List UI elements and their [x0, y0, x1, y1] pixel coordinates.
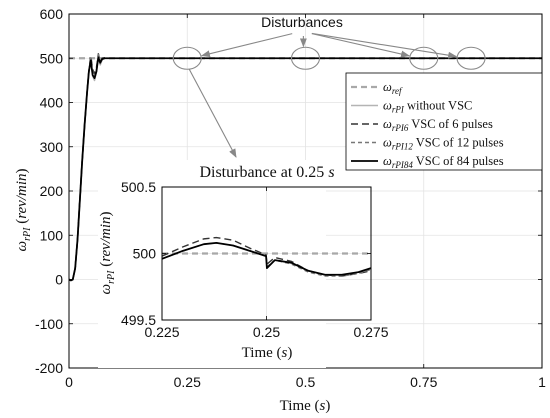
- main-y-ticks: -200 -100 0 100 200 300 400 500 600: [35, 6, 542, 376]
- inset-x-tick-label-1: 0.25: [253, 324, 280, 340]
- main-x-tick-label-3: 0.75: [410, 374, 437, 390]
- main-x-ticks: 0 0.25 0.5 0.75 1: [65, 14, 546, 390]
- legend-label-rPI: ωrPI without VSC: [383, 99, 472, 115]
- legend-label-rPI12: ωrPI12 VSC of 12 pulses: [383, 136, 504, 152]
- inset-y-ticks: 499.5 500 500.5: [121, 179, 371, 328]
- main-y-tick-label-8: 600: [40, 6, 64, 22]
- inset-title: Disturbance at 0.25 s: [199, 164, 334, 181]
- main-y-tick-label-7: 500: [40, 50, 64, 66]
- legend-box: [345, 72, 543, 171]
- main-series-rPI84-line: [68, 56, 542, 282]
- inset-x-tick-label-0: 0.225: [144, 324, 179, 340]
- main-y-tick-label-2: 0: [55, 272, 63, 288]
- legend: ωref ωrPI without VSC ωrPI6 VSC of 6 pulse…: [345, 72, 543, 171]
- inset-x-tick-label-2: 0.275: [353, 324, 388, 340]
- disturbance-arrow-3: [311, 32, 458, 59]
- main-y-tick-label-4: 200: [40, 183, 64, 199]
- main-x-tick-label-0: 0: [65, 374, 73, 390]
- legend-label-rPI6: ωrPI6 VSC of 6 pulses: [383, 117, 493, 133]
- inset-y-tick-label-1: 500: [133, 246, 157, 262]
- main-x-tick-label-2: 0.5: [296, 374, 316, 390]
- inset-series-group: [161, 236, 372, 277]
- disturbance-arrow-0: [200, 33, 293, 58]
- inset-y-tick-label-2: 500.5: [121, 179, 156, 195]
- legend-label-rPI84: ωrPI84 VSC of 84 pulses: [383, 154, 504, 170]
- inset-series-rPI84-line: [161, 241, 372, 276]
- main-y-tick-label-1: -100: [35, 316, 63, 332]
- main-series-group: [68, 53, 542, 282]
- inset-x-axis-label: Time (s): [242, 345, 293, 361]
- inset-x-ticks: 0.225 0.25 0.275: [144, 187, 389, 340]
- main-x-tick-label-1: 0.25: [174, 374, 201, 390]
- main-y-tick-label-6: 400: [40, 95, 64, 111]
- disturbances-label: Disturbances: [261, 14, 343, 30]
- main-y-tick-label-5: 300: [40, 139, 64, 155]
- main-y-axis-label: ωrPI (rev/min): [14, 169, 33, 252]
- disturbance-arrow-2: [311, 33, 411, 58]
- inset-y-tick-label-0: 499.5: [121, 312, 156, 328]
- main-y-tick-label-3: 100: [40, 227, 64, 243]
- main-x-tick-label-4: 1: [538, 374, 546, 390]
- main-y-tick-label-0: -200: [35, 360, 63, 376]
- disturbance-ellipse-2: [409, 46, 439, 70]
- disturbance-annotations: Disturbances: [172, 14, 486, 158]
- inset-series-rPI6-line: [161, 236, 372, 277]
- legend-label-ref: ωref: [383, 80, 403, 96]
- main-x-axis-label: Time (s): [280, 398, 331, 414]
- inset-pointer-arrow: [188, 68, 237, 158]
- disturbance-ellipse-0: [172, 46, 202, 70]
